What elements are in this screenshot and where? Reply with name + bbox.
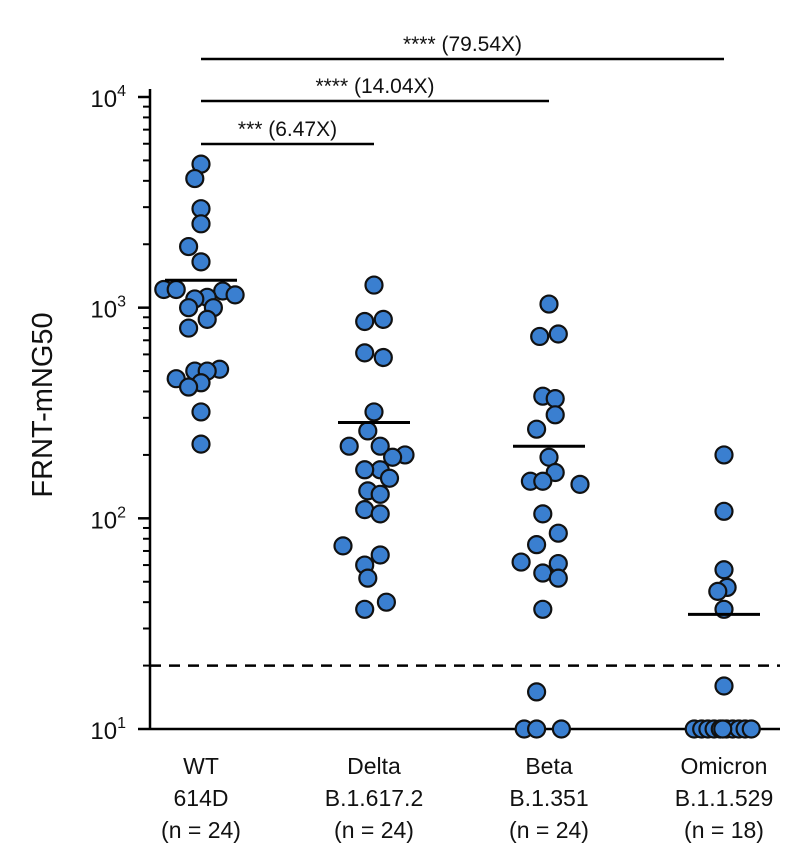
data-point bbox=[526, 535, 547, 555]
data-point bbox=[383, 447, 403, 467]
comparison-label: **** (79.54X) bbox=[403, 33, 522, 56]
data-point bbox=[548, 568, 568, 588]
data-point bbox=[364, 275, 384, 295]
axes bbox=[148, 89, 780, 731]
data-point bbox=[355, 599, 375, 619]
data-point bbox=[533, 471, 553, 491]
data-point bbox=[370, 504, 390, 524]
data-point bbox=[355, 460, 375, 480]
data-point bbox=[714, 676, 734, 696]
data-point bbox=[179, 236, 199, 257]
category-label: Delta bbox=[347, 753, 401, 779]
y-axis-ticks: 101 102 103 104 bbox=[90, 83, 150, 745]
data-point bbox=[370, 436, 390, 456]
data-point bbox=[191, 214, 211, 234]
category-label: (n = 18) bbox=[684, 817, 764, 843]
data-points bbox=[154, 154, 761, 739]
data-point bbox=[533, 504, 553, 524]
category-label: WT bbox=[183, 753, 219, 779]
category-label: (n = 24) bbox=[509, 817, 589, 843]
data-point bbox=[539, 294, 559, 314]
category-label: Beta bbox=[525, 753, 573, 779]
category-label: B.1.351 bbox=[509, 785, 588, 811]
comparison-label: **** (14.04X) bbox=[315, 75, 434, 98]
data-point bbox=[714, 445, 734, 465]
data-point bbox=[358, 421, 378, 441]
data-point bbox=[225, 285, 245, 305]
data-point bbox=[379, 468, 400, 488]
data-point bbox=[373, 309, 393, 329]
significance-brackets: **** (79.54X) **** (14.04X) *** (6.47X) bbox=[201, 33, 724, 146]
category-label: B.1.617.2 bbox=[325, 785, 423, 811]
x-axis-categories: WT 614D (n = 24) Delta B.1.617.2 (n = 24) Beta… bbox=[161, 753, 773, 843]
data-point bbox=[358, 568, 378, 588]
comparison-label: *** (6.47X) bbox=[238, 118, 337, 141]
data-point bbox=[714, 501, 734, 521]
category-label: (n = 24) bbox=[334, 817, 414, 843]
data-point bbox=[526, 419, 547, 439]
y-tick-label: 102 bbox=[90, 504, 126, 534]
data-point bbox=[551, 719, 572, 739]
data-point bbox=[355, 343, 375, 363]
mean-lines bbox=[165, 278, 760, 616]
data-point bbox=[373, 347, 393, 368]
data-point bbox=[333, 536, 353, 556]
y-tick-label: 101 bbox=[90, 715, 126, 745]
data-point bbox=[526, 682, 547, 702]
data-point bbox=[511, 552, 531, 572]
data-point bbox=[179, 377, 199, 397]
data-point bbox=[191, 402, 211, 422]
category-label: (n = 24) bbox=[161, 817, 241, 843]
y-tick-label: 104 bbox=[90, 83, 126, 113]
data-point bbox=[364, 402, 384, 422]
data-point bbox=[708, 581, 728, 601]
data-point bbox=[179, 298, 199, 318]
data-point bbox=[355, 500, 375, 520]
data-point bbox=[741, 719, 761, 739]
data-point bbox=[370, 545, 390, 565]
data-point bbox=[548, 523, 568, 543]
data-point bbox=[570, 474, 590, 494]
y-axis-label: FRNT-mNG50 bbox=[27, 312, 59, 497]
data-point bbox=[191, 252, 211, 272]
data-point bbox=[526, 719, 547, 739]
data-point bbox=[530, 326, 550, 347]
data-point bbox=[714, 560, 734, 580]
data-point bbox=[713, 719, 733, 739]
data-point bbox=[197, 309, 217, 329]
data-point bbox=[533, 599, 553, 619]
data-point bbox=[191, 434, 211, 454]
data-point bbox=[545, 389, 565, 409]
data-point bbox=[185, 168, 205, 189]
category-label: B.1.1.529 bbox=[675, 785, 773, 811]
data-point bbox=[545, 405, 565, 425]
y-tick-label: 103 bbox=[90, 294, 126, 324]
data-point bbox=[370, 484, 390, 504]
data-point bbox=[355, 311, 375, 332]
data-point bbox=[376, 592, 396, 612]
category-label: Omicron bbox=[681, 753, 768, 779]
data-point bbox=[166, 279, 186, 300]
data-point bbox=[548, 324, 568, 344]
category-label: 614D bbox=[174, 785, 229, 811]
data-point bbox=[339, 436, 359, 456]
data-point bbox=[179, 318, 199, 338]
